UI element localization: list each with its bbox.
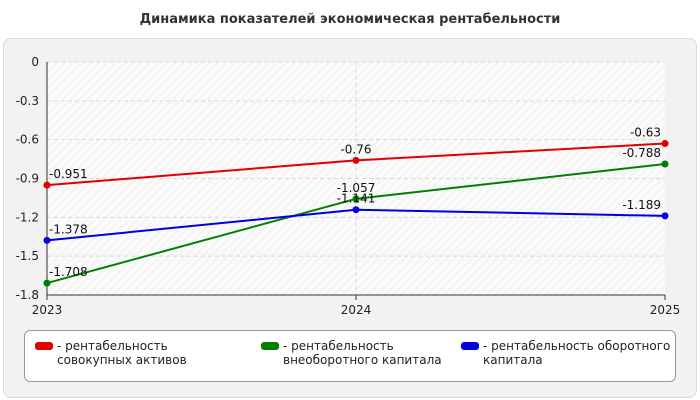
data-label-s2-0: -1.708	[49, 265, 88, 279]
data-label-s1-1: -0.76	[340, 142, 371, 156]
y-tick-label: -1.2	[16, 210, 39, 224]
y-tick-label: -1.8	[16, 288, 39, 302]
data-label-s1-0: -0.951	[49, 167, 88, 181]
data-point-s1-1[interactable]	[352, 156, 360, 164]
series	[43, 140, 669, 287]
data-label-s3-2: -1.189	[622, 198, 661, 212]
data-label-s3-0: -1.378	[49, 222, 88, 236]
y-tick-label: -0.9	[16, 172, 39, 186]
legend-item-series-1[interactable]: - рентабельность совокупных активов	[35, 339, 245, 367]
x-tick-label: 2023	[32, 303, 63, 317]
y-tick-label: -1.5	[16, 249, 39, 263]
legend-swatch-3	[461, 342, 479, 350]
data-labels: -0.951 -0.76 -0.63 -1.708 -1.057 -0.788 -1.378…	[49, 126, 661, 280]
data-point-s1-0[interactable]	[43, 181, 51, 189]
legend-swatch-1	[35, 342, 53, 350]
data-point-s2-2[interactable]	[661, 160, 669, 168]
data-point-s3-1[interactable]	[352, 206, 360, 214]
legend-swatch-2	[261, 342, 279, 350]
legend-item-series-2[interactable]: - рентабельность внеоборотного капитала	[261, 339, 451, 367]
data-point-s3-2[interactable]	[661, 212, 669, 220]
x-tick-label: 2025	[650, 303, 681, 317]
legend-label-3: - рентабельность оборотного капитала	[483, 339, 671, 367]
x-tick-label: 2024	[341, 303, 372, 317]
data-point-s1-2[interactable]	[661, 140, 669, 148]
data-label-s2-1: -1.057	[337, 181, 376, 195]
data-point-s2-1[interactable]	[352, 195, 360, 203]
y-tick-label: -0.6	[16, 133, 39, 147]
data-point-s2-0[interactable]	[43, 279, 51, 287]
legend-item-series-3[interactable]: - рентабельность оборотного капитала	[461, 339, 671, 367]
data-label-s2-2: -0.788	[622, 146, 661, 160]
data-label-s3-1: -1.141	[337, 192, 376, 206]
data-point-s3-0[interactable]	[43, 236, 51, 244]
chart-title: Динамика показателей экономическая рента…	[139, 12, 561, 27]
legend-label-2: - рентабельность внеоборотного капитала	[283, 339, 442, 367]
legend-label-1: - рентабельность совокупных активов	[57, 339, 187, 367]
data-label-s1-2: -0.63	[630, 126, 661, 140]
legend: - рентабельность совокупных активов - ре…	[24, 330, 676, 382]
y-tick-label: 0	[31, 55, 39, 69]
y-tick-label: -0.3	[16, 94, 39, 108]
